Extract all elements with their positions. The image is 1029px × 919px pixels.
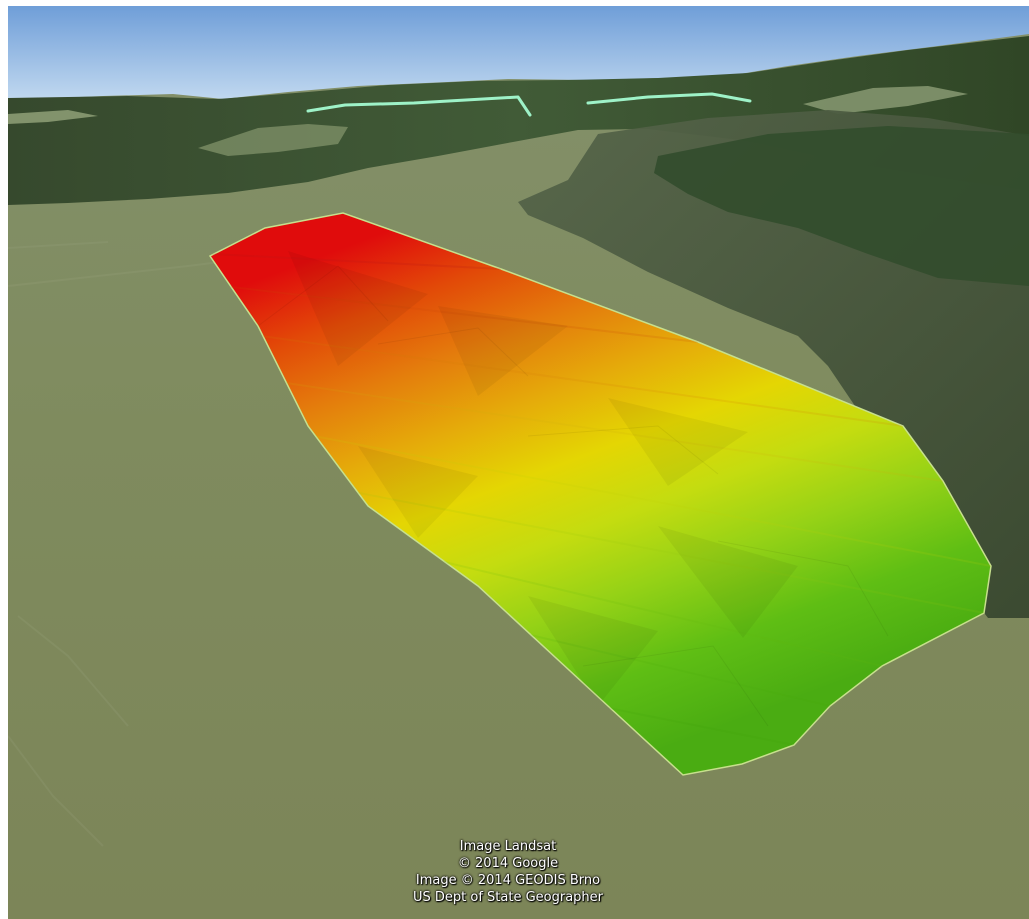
terrain-track [8, 241, 269, 847]
field-clearing-left [8, 110, 98, 124]
map-view[interactable]: Image Landsat © 2014 Google Image © 2014… [8, 6, 1029, 919]
elevation-overlay[interactable] [193, 212, 992, 776]
terrain-map-svg[interactable] [8, 6, 1029, 919]
field-clearing-right [803, 86, 968, 114]
overlay-polygon [208, 212, 992, 776]
forest-ridge [8, 36, 1029, 205]
field-clearing [198, 124, 348, 156]
forest-edge [654, 126, 1029, 286]
overlay-bands [210, 251, 991, 746]
boundary-line [306, 92, 752, 117]
